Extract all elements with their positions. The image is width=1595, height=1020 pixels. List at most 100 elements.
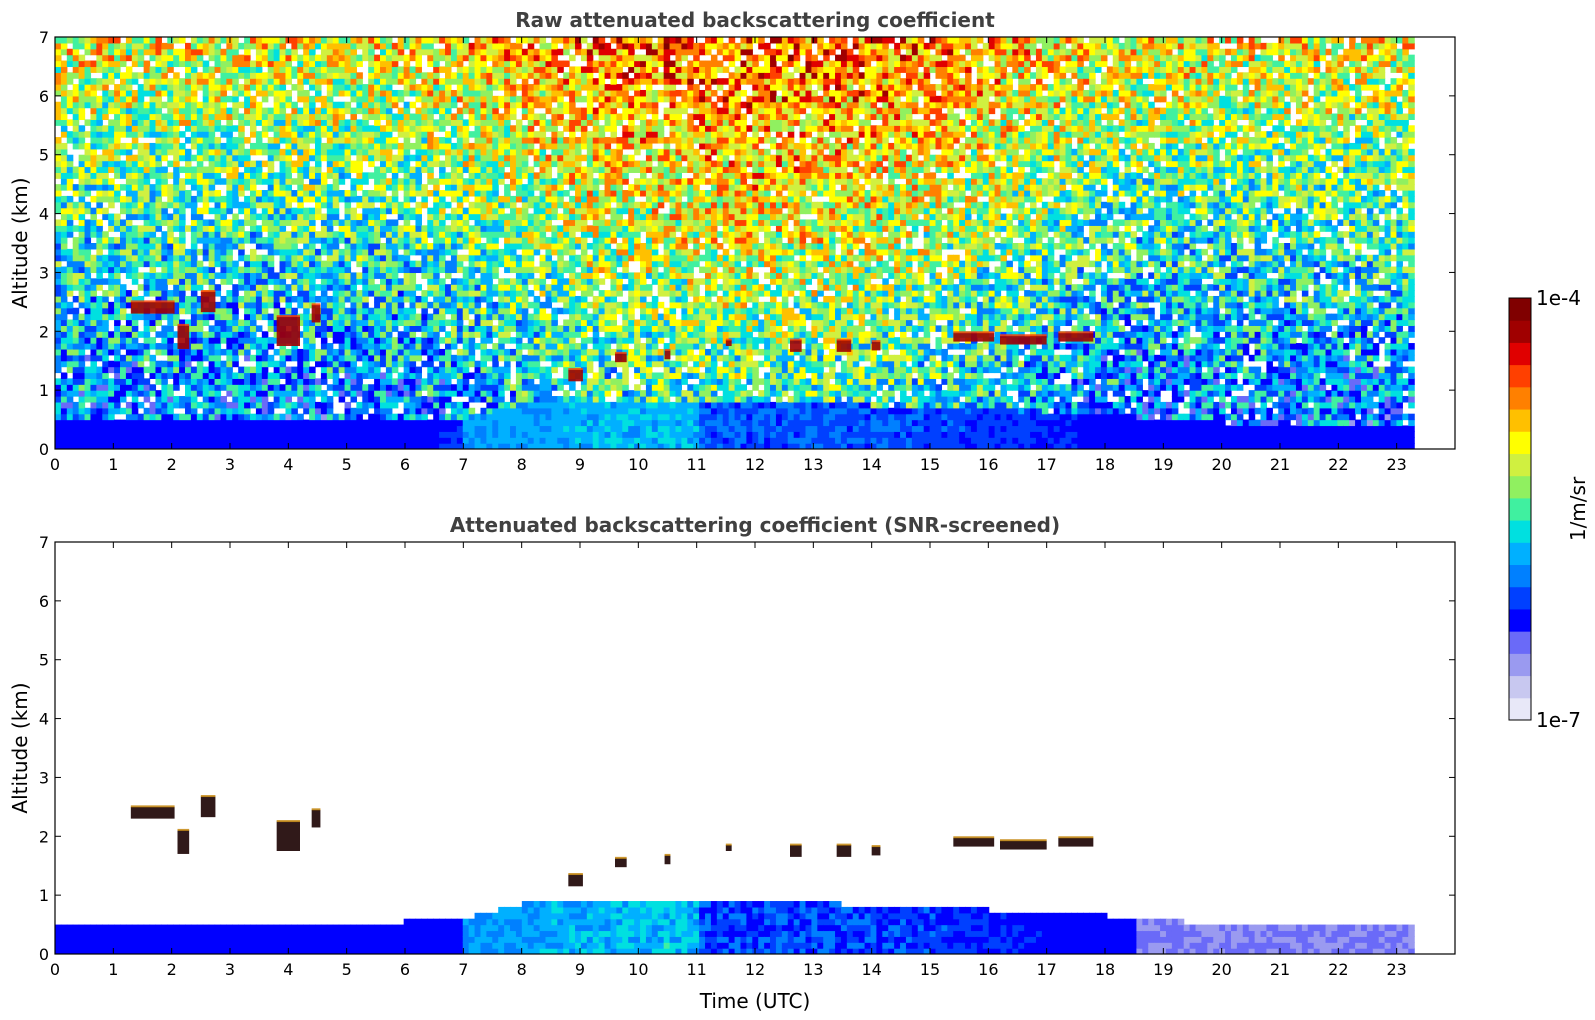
heatmap-cell (226, 207, 233, 215)
heatmap-cell (297, 237, 304, 244)
heatmap-cell (190, 443, 198, 449)
heatmap-cell (326, 172, 334, 179)
heatmap-cell (492, 101, 499, 109)
heatmap-cell (421, 378, 428, 385)
heatmap-cell (96, 60, 103, 68)
heatmap-cell (96, 319, 103, 326)
heatmap-cell (456, 137, 464, 144)
heatmap-cell (320, 107, 328, 115)
heatmap-cell (380, 101, 387, 109)
heatmap-cell (261, 119, 269, 126)
heatmap-cell (344, 378, 352, 385)
heatmap-cell (439, 425, 446, 432)
heatmap-cell (96, 307, 103, 315)
heatmap-cell (385, 413, 393, 421)
heatmap-cell (374, 295, 381, 303)
heatmap-cell (125, 301, 133, 309)
heatmap-cell (291, 443, 298, 449)
heatmap-cell (474, 301, 482, 309)
heatmap-cell (226, 366, 233, 374)
heatmap-cell (232, 360, 239, 368)
heatmap-cell (415, 378, 422, 385)
heatmap-cell (309, 42, 316, 50)
heatmap-cell (267, 313, 275, 321)
heatmap-cell (173, 48, 180, 56)
heatmap-cell (78, 266, 86, 274)
heatmap-cell (125, 107, 133, 115)
heatmap-cell (385, 237, 393, 244)
heatmap-cell (125, 207, 133, 215)
heatmap-cell (55, 48, 62, 56)
heatmap-cell (120, 78, 127, 85)
heatmap-cell (368, 101, 375, 109)
heatmap-cell (185, 54, 192, 62)
heatmap-cell (510, 178, 517, 185)
heatmap-cell (196, 137, 204, 144)
heatmap-cell (244, 337, 251, 344)
heatmap-cell (303, 125, 310, 132)
heatmap-cell (84, 366, 92, 374)
heatmap-cell (208, 354, 216, 362)
heatmap-cell (362, 119, 369, 126)
heatmap-cell (250, 319, 257, 326)
heatmap-cell (385, 325, 393, 332)
heatmap-cell (84, 190, 92, 197)
heatmap-cell (267, 113, 275, 120)
heatmap-cell (456, 131, 464, 138)
heatmap-cell (492, 95, 499, 103)
heatmap-cell (385, 425, 393, 432)
heatmap-cell (380, 437, 387, 444)
heatmap-cell (226, 437, 233, 444)
heatmap-cell (202, 437, 210, 444)
heatmap-cell (190, 107, 198, 115)
heatmap-cell (232, 184, 239, 191)
heatmap-cell (279, 42, 287, 50)
heatmap-cell (255, 42, 263, 50)
heatmap-cell (267, 443, 275, 449)
heatmap-cell (84, 266, 92, 274)
heatmap-cell (220, 384, 227, 391)
heatmap-cell (427, 119, 434, 126)
heatmap-cell (456, 178, 464, 185)
heatmap-cell (202, 278, 210, 285)
heatmap-cell (344, 42, 352, 50)
heatmap-cell (202, 78, 210, 85)
heatmap-cell (315, 195, 322, 203)
heatmap-cell (120, 295, 127, 303)
heatmap-cell (462, 213, 470, 221)
heatmap-cell (208, 413, 216, 421)
heatmap-cell (338, 42, 346, 50)
heatmap-cell (462, 307, 470, 315)
heatmap-cell (309, 331, 316, 338)
heatmap-cell (474, 89, 482, 97)
heatmap-cell (403, 425, 411, 432)
heatmap-cell (326, 384, 334, 391)
heatmap-cell (456, 401, 464, 409)
heatmap-cell (385, 66, 393, 73)
heatmap-cell (415, 219, 422, 226)
heatmap-cell (303, 272, 310, 279)
heatmap-cell (155, 295, 162, 303)
heatmap-cell (433, 66, 440, 73)
heatmap-cell (60, 178, 68, 185)
heatmap-cell (66, 201, 74, 209)
heatmap-cell (190, 266, 198, 274)
heatmap-cell (303, 231, 310, 238)
heatmap-cell (498, 254, 505, 262)
heatmap-cell (114, 237, 121, 244)
heatmap-cell (285, 248, 292, 256)
heatmap-cell (356, 178, 363, 185)
heatmap-cell (515, 407, 523, 415)
heatmap-cell (368, 66, 375, 73)
heatmap-cell (232, 372, 239, 379)
heatmap-cell (303, 142, 310, 150)
heatmap-cell (161, 72, 168, 79)
heatmap-cell (90, 295, 97, 303)
heatmap-cell (244, 290, 251, 297)
heatmap-cell (427, 113, 434, 120)
heatmap-cell (492, 254, 499, 262)
heatmap-cell (55, 266, 62, 274)
heatmap-cell (521, 443, 529, 449)
heatmap-cell (492, 37, 499, 44)
heatmap-cell (521, 54, 529, 62)
